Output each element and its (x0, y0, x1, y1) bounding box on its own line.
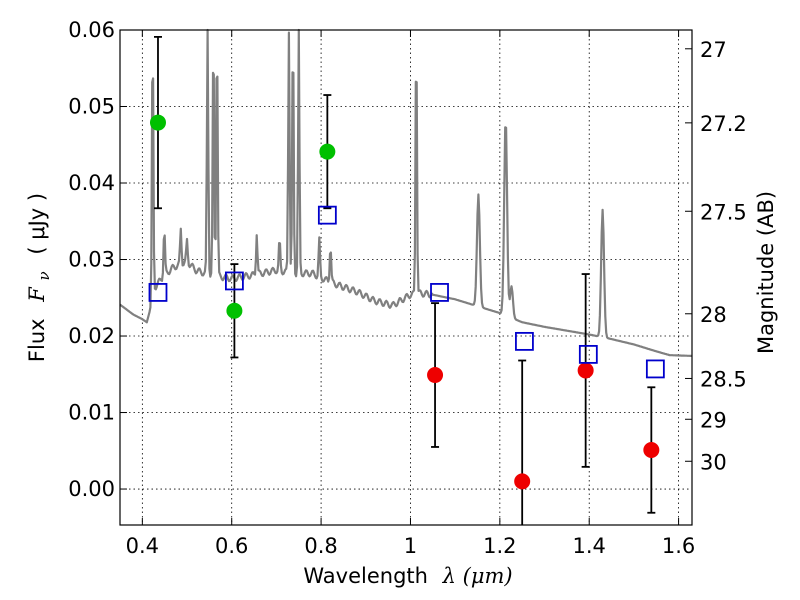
model-square-marker (578, 344, 598, 364)
model-square-marker (515, 331, 534, 351)
y2-tick-label: 27.5 (700, 200, 747, 224)
green-data-point (319, 143, 336, 160)
x-tick-label: 1.4 (573, 534, 606, 558)
x-axis-title: Wavelength λ (μm) (303, 564, 512, 588)
plot-frame (119, 29, 693, 526)
y2-tick-label: 27 (700, 38, 727, 62)
x-tick-label: 0.6 (215, 534, 248, 558)
y-tick-label: 0.03 (68, 248, 115, 272)
model-square-marker (148, 283, 168, 302)
green-data-point (226, 302, 243, 319)
red-data-point (514, 473, 531, 490)
y2-tick-label: 29 (700, 408, 727, 432)
x-axis-label: Wavelength (303, 564, 428, 588)
y-tick-label: 0.01 (68, 401, 115, 425)
y-axis-unit: ( μJy ) (25, 193, 49, 255)
y-tick-label: 0.05 (68, 95, 115, 119)
x-tick-label: 0.4 (126, 534, 159, 558)
x-tick-label: 1.6 (662, 534, 695, 558)
model-square-marker (224, 271, 244, 291)
y2-tick-label: 28.5 (700, 367, 747, 391)
y-axis-label: Flux (25, 318, 49, 362)
red-data-point (427, 367, 444, 384)
x-tick-label: 0.8 (304, 534, 337, 558)
ticks: 0.4 0.6 0.8 1 1.2 1.4 1.6 0.00 0.01 0.02 0.03 0.04 0… (68, 18, 747, 558)
model-square-marker (430, 283, 449, 302)
y2-tick-label: 28 (700, 303, 727, 327)
red-data-point (577, 362, 594, 379)
green-data-point (149, 114, 166, 131)
data-layer (148, 35, 665, 525)
y2-tick-label: 27.2 (700, 112, 747, 136)
svg-text:Flux F ν ( μ: Flux F ν ( μJy ) (25, 193, 54, 362)
y2-tick-label: 30 (700, 450, 727, 474)
spectrum-layer (119, 28, 693, 357)
y-tick-label: 0.06 (68, 18, 115, 42)
red-data-point (643, 442, 660, 459)
spectrum-line (119, 28, 693, 357)
y-axis-title: Flux F ν ( μJy ) (25, 193, 54, 362)
model-square-marker (317, 205, 337, 225)
x-tick-label: 1.2 (483, 534, 516, 558)
model-square-marker (645, 359, 665, 379)
y-axis-subscript: ν (35, 271, 53, 280)
y-tick-label: 0.00 (68, 477, 115, 501)
x-tick-label: 1 (404, 534, 417, 558)
y-axis-symbol: F (25, 286, 49, 303)
y2-axis-title: Magnitude (AB) (754, 191, 778, 354)
y-tick-label: 0.04 (68, 171, 115, 195)
y-tick-label: 0.02 (68, 324, 115, 348)
x-axis-unit: λ (μm) (442, 564, 513, 588)
